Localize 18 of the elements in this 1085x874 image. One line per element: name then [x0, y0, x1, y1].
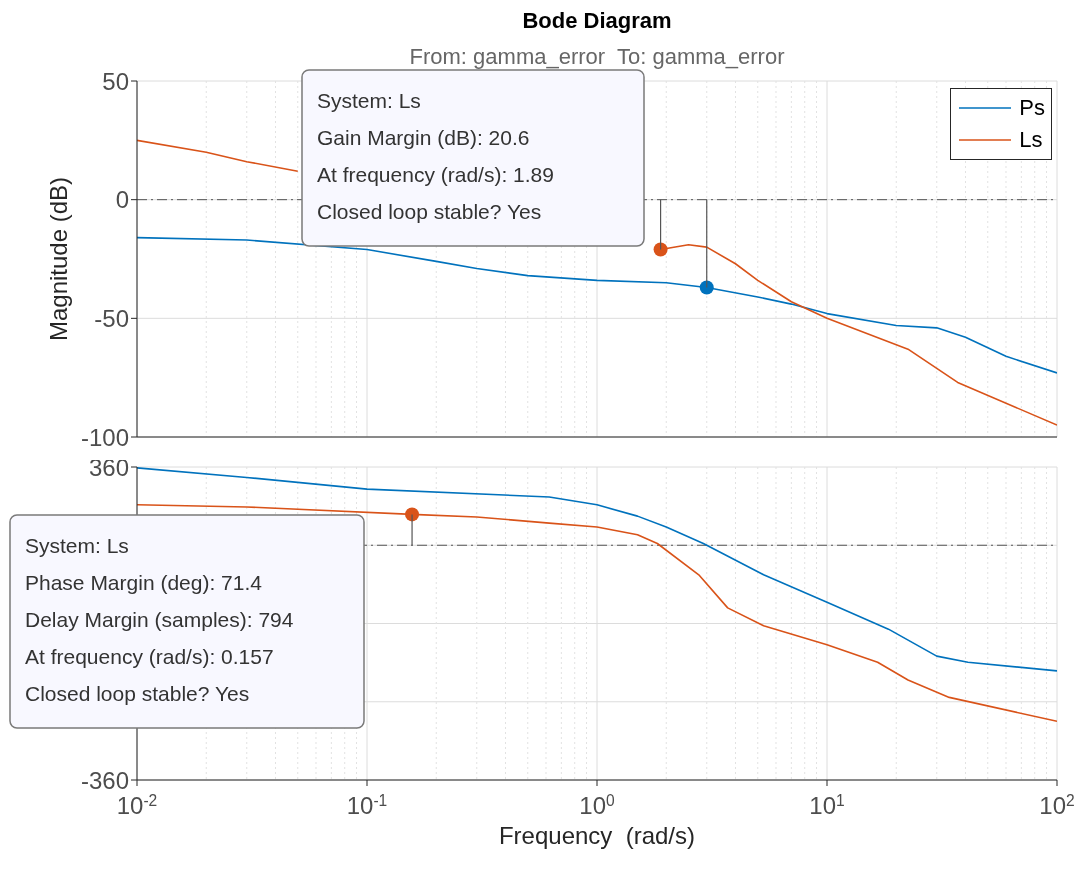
y-axis-title: Magnitude (dB): [44, 176, 72, 342]
x-tick-label: 10$^{-2}$: [116, 791, 158, 819]
y-tick-label: -100: [80, 423, 129, 451]
annotation: System: Ls Gain Margin (dB): 20.6 At frequency (rad/s): 1.89 Closed loop stable? Yes: [317, 89, 554, 223]
y-tick-label: 0: [115, 186, 129, 214]
chart-subtitle: From: gamma_error To: gamma_error: [408, 44, 786, 70]
y-tick-label: -50: [94, 304, 129, 332]
legend-label: Ps: [1019, 95, 1045, 121]
annotation: System: Ls Phase Margin (deg): 71.4 Delay Margin (samples): 794 At frequency (rad/s): 0.157 Closed loop stable? Yes: [25, 534, 294, 705]
chart-title: Bode Diagram: [521, 8, 673, 34]
x-tick-label: 10$^{2}$: [1039, 791, 1075, 819]
x-tick-label: 10$^{-1}$: [346, 791, 388, 819]
x-tick-label: 10$^{0}$: [579, 791, 616, 819]
x-tick-label: 10$^{1}$: [809, 791, 845, 819]
x-axis-title: Frequency (rad/s): [497, 822, 697, 850]
y-tick-label: 50: [102, 67, 129, 95]
y-tick-label: -360: [80, 766, 129, 794]
legend-label: Ls: [1019, 127, 1043, 153]
